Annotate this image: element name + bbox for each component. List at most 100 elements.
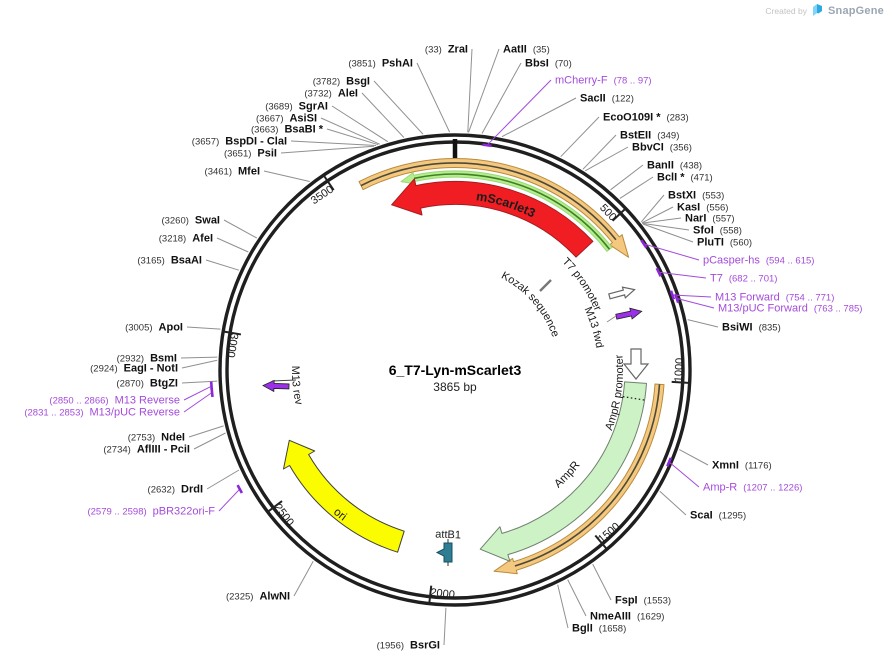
enzyme-label-BsrGI[interactable]: (1956) BsrGI bbox=[377, 640, 440, 652]
feature-ori[interactable]: ori bbox=[283, 439, 405, 553]
primer-leader-pCasper-hs bbox=[643, 243, 700, 261]
primer-label-mCherry-F[interactable]: mCherry-F (78 .. 97) bbox=[555, 75, 652, 87]
enzyme-label-BstEII[interactable]: BstEII (349) bbox=[620, 130, 679, 142]
enzyme-label-BspDI - ClaI[interactable]: (3657) BspDI - ClaI bbox=[192, 136, 287, 148]
enzyme-label-NdeI[interactable]: (2753) NdeI bbox=[128, 432, 185, 444]
primer-site-tick-pBR322ori-F[interactable] bbox=[236, 484, 244, 494]
primer-leader-pBR322ori-F bbox=[218, 488, 241, 512]
feature-t7-promoter[interactable]: T7 promoter bbox=[560, 256, 636, 313]
enzyme-label-AfeI[interactable]: (3218) AfeI bbox=[159, 233, 213, 245]
scale-label-3000: 3000 bbox=[224, 332, 240, 358]
primer-site-tick-Amp-R[interactable] bbox=[666, 457, 672, 467]
enzyme-label-BbvCI[interactable]: BbvCI (356) bbox=[632, 142, 692, 154]
feature-label-m13-fwd[interactable]: M13 fwd bbox=[582, 305, 606, 349]
enzyme-label-KasI[interactable]: KasI (556) bbox=[677, 202, 728, 214]
enzyme-label-AlwNI[interactable]: (2325) AlwNI bbox=[226, 591, 290, 603]
primer-label-M13/pUC Reverse[interactable]: (2831 .. 2853) M13/pUC Reverse bbox=[24, 407, 180, 419]
feature-glyph-attb1[interactable] bbox=[435, 542, 453, 563]
primer-label-pBR322ori-F[interactable]: (2579 .. 2598) pBR322ori-F bbox=[87, 506, 215, 518]
feature-label-attb1[interactable]: attB1 bbox=[435, 529, 461, 542]
enzyme-label-AleI[interactable]: (3732) AleI bbox=[304, 88, 358, 100]
enzyme-label-BanII[interactable]: BanII (438) bbox=[647, 160, 702, 172]
enzyme-label-XmnI[interactable]: XmnI (1176) bbox=[712, 460, 772, 472]
enzyme-label-ScaI[interactable]: ScaI (1295) bbox=[690, 510, 746, 522]
feature-label-kozak[interactable]: Kozak sequence bbox=[499, 270, 561, 339]
enzyme-label-EcoO109I *[interactable]: EcoO109I * (283) bbox=[603, 112, 689, 124]
enzyme-label-BbsI[interactable]: BbsI (70) bbox=[525, 58, 572, 70]
feature-kozak[interactable]: Kozak sequence bbox=[499, 270, 561, 339]
scale-tick-3500 bbox=[323, 175, 335, 191]
enzyme-label-PluTI[interactable]: PluTI (560) bbox=[697, 237, 752, 249]
feature-label-ampr[interactable]: AmpR bbox=[552, 459, 582, 490]
enzyme-label-NmeAIII[interactable]: NmeAIII (1629) bbox=[590, 611, 664, 623]
primer-label-T7[interactable]: T7 (682 .. 701) bbox=[710, 273, 777, 285]
primer-label-M13 Forward[interactable]: M13 Forward (754 .. 771) bbox=[715, 292, 834, 304]
enzyme-label-BstXI[interactable]: BstXI (553) bbox=[668, 190, 724, 202]
feature-arrow-ori[interactable] bbox=[283, 439, 405, 553]
backbone-outer-circle bbox=[218, 133, 692, 607]
enzyme-label-SacII[interactable]: SacII (122) bbox=[580, 93, 634, 105]
enzyme-label-SgrAI[interactable]: (3689) SgrAI bbox=[265, 101, 328, 113]
enzyme-label-BsaBI *[interactable]: (3663) BsaBI * bbox=[251, 124, 324, 136]
feature-misc-arc-bottom[interactable] bbox=[493, 383, 665, 575]
enzyme-leader-BsrGI bbox=[443, 607, 447, 646]
enzyme-label-SfoI[interactable]: SfoI (558) bbox=[693, 225, 742, 237]
enzyme-leader-AatII bbox=[468, 48, 500, 133]
plasmid-name: 6_T7-Lyn-mScarlet3 bbox=[389, 362, 522, 378]
primer-site-tick-pCasper-hs[interactable] bbox=[640, 239, 648, 249]
feature-glyph-ampr-promoter[interactable] bbox=[622, 348, 650, 380]
enzyme-leader-SfoI bbox=[642, 222, 690, 231]
enzyme-label-ApoI[interactable]: (3005) ApoI bbox=[125, 322, 183, 334]
enzyme-label-SwaI[interactable]: (3260) SwaI bbox=[161, 215, 220, 227]
feature-m13-rev[interactable]: M13 rev bbox=[262, 366, 305, 407]
enzyme-label-FspI[interactable]: FspI (1553) bbox=[615, 595, 671, 607]
feature-glyph-t7-promoter[interactable] bbox=[608, 284, 636, 301]
enzyme-label-BsaAI[interactable]: (3165) BsaAI bbox=[137, 255, 202, 267]
primer-label-M13 Reverse[interactable]: (2850 .. 2866) M13 Reverse bbox=[49, 395, 180, 407]
enzyme-label-NarI[interactable]: NarI (557) bbox=[685, 213, 735, 225]
enzyme-label-AflIII - PciI[interactable]: (2734) AflIII - PciI bbox=[103, 444, 190, 456]
primer-site-tick-mCherry-F[interactable] bbox=[482, 143, 492, 148]
primer-site-tick-M13/pUC Forward[interactable] bbox=[674, 293, 680, 304]
feature-glyph-kozak[interactable] bbox=[539, 279, 552, 292]
enzyme-label-EagI - NotI[interactable]: (2924) EagI - NotI bbox=[90, 363, 178, 375]
enzyme-label-AatII[interactable]: AatII (35) bbox=[503, 44, 550, 56]
plasmid-title-block: 6_T7-Lyn-mScarlet3 3865 bp bbox=[389, 362, 522, 394]
enzyme-label-BsiWI[interactable]: BsiWI (835) bbox=[722, 322, 781, 334]
enzyme-label-BclI *[interactable]: BclI * (471) bbox=[657, 172, 713, 184]
enzyme-label-MfeI[interactable]: (3461) MfeI bbox=[205, 166, 260, 178]
feature-misc-arc-top[interactable] bbox=[358, 158, 630, 258]
enzyme-label-ZraI[interactable]: (33) ZraI bbox=[425, 44, 468, 56]
enzyme-label-DrdI[interactable]: (2632) DrdI bbox=[148, 484, 203, 496]
enzyme-label-BtgZI[interactable]: (2870) BtgZI bbox=[116, 378, 178, 390]
enzyme-label-BsgI[interactable]: (3782) BsgI bbox=[313, 76, 370, 88]
primer-label-M13/pUC Forward[interactable]: M13/pUC Forward (763 .. 785) bbox=[718, 303, 862, 315]
feature-arrow-mscarlet3[interactable] bbox=[391, 178, 594, 258]
feature-m13-fwd[interactable]: M13 fwd bbox=[582, 305, 643, 349]
feature-label-m13-rev[interactable]: M13 rev bbox=[289, 366, 305, 407]
feature-leader-m13-fwd bbox=[606, 315, 617, 323]
enzyme-label-PshAI[interactable]: (3851) PshAI bbox=[348, 58, 413, 70]
feature-glyph-m13-fwd[interactable] bbox=[615, 306, 643, 322]
enzyme-leader-SacII bbox=[501, 97, 577, 138]
feature-arrow-misc-arc-top[interactable] bbox=[358, 158, 630, 258]
enzyme-label-BglI[interactable]: BglI (1658) bbox=[572, 623, 626, 635]
feature-label-t7-promoter[interactable]: T7 promoter bbox=[560, 256, 604, 313]
primer-site-tick-M13 Forward[interactable] bbox=[669, 290, 676, 300]
scale-tick-1500 bbox=[594, 534, 608, 550]
scale-tick-3000 bbox=[223, 330, 242, 336]
feature-attb1[interactable]: attB1 bbox=[435, 529, 461, 566]
feature-green-arc[interactable] bbox=[400, 170, 613, 252]
feature-glyph-m13-rev[interactable] bbox=[262, 379, 290, 393]
primer-site-tick-M13 Reverse[interactable] bbox=[209, 381, 214, 391]
primer-label-pCasper-hs[interactable]: pCasper-hs (594 .. 615) bbox=[703, 255, 814, 267]
enzyme-label-BsmI[interactable]: (2932) BsmI bbox=[117, 353, 177, 365]
enzyme-label-AsiSI[interactable]: (3667) AsiSI bbox=[256, 113, 317, 125]
primer-site-tick-T7[interactable] bbox=[655, 267, 662, 277]
enzyme-label-PsiI[interactable]: (3651) PsiI bbox=[224, 148, 277, 160]
feature-arrow-ampr[interactable] bbox=[479, 381, 647, 562]
primer-label-Amp-R[interactable]: Amp-R (1207 .. 1226) bbox=[703, 482, 802, 494]
feature-arrow-misc-arc-bottom[interactable] bbox=[493, 383, 665, 575]
scale-label-1500: 1500 bbox=[596, 520, 622, 545]
